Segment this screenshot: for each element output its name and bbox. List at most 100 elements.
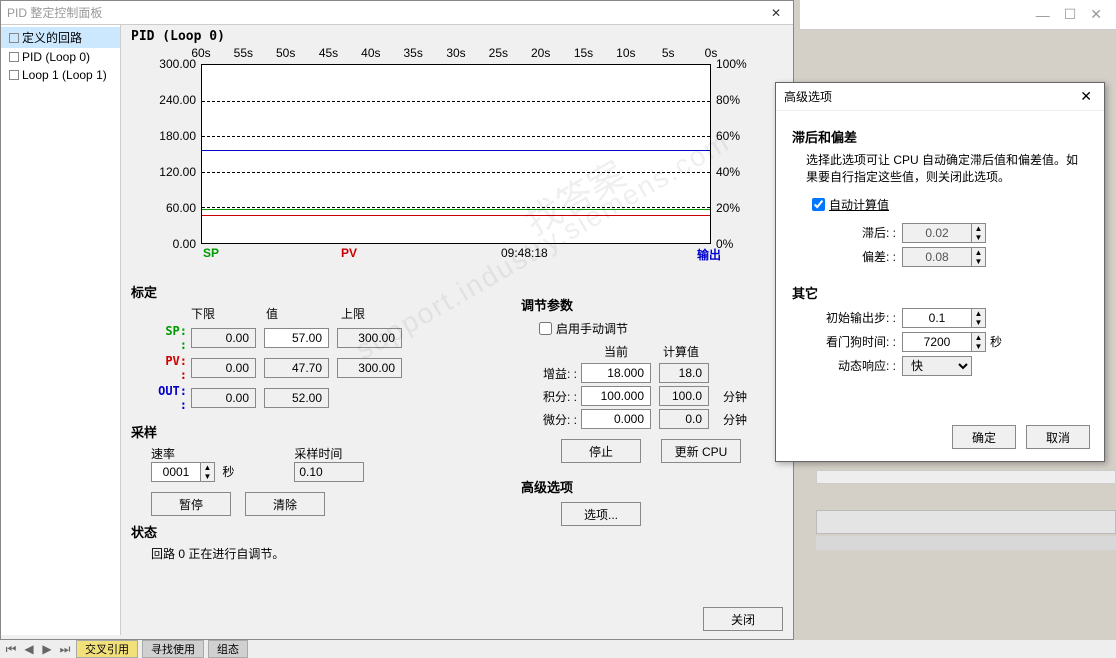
manual-tune-checkbox[interactable]: [539, 322, 552, 335]
auto-calc-label: 自动计算值: [829, 196, 889, 213]
lag-input: [902, 223, 972, 243]
pv-series-line: [202, 215, 710, 216]
status-text: 回路 0 正在进行自调节。: [151, 545, 783, 562]
adv-close-icon[interactable]: ✕: [1076, 88, 1096, 105]
gain-calc-input: [659, 363, 709, 383]
other-heading: 其它: [792, 283, 1088, 302]
y2-tick: 60%: [716, 129, 740, 143]
auto-calc-checkbox[interactable]: [812, 198, 825, 211]
gain-label: 增益: :: [521, 365, 581, 382]
spin-down-icon[interactable]: ▼: [201, 472, 214, 481]
y-tick: 180.00: [159, 129, 196, 143]
stop-button[interactable]: 停止: [561, 439, 641, 463]
spin-up-icon[interactable]: ▲: [972, 248, 985, 257]
y2-tick: 80%: [716, 93, 740, 107]
adv-options-title: 高级选项: [521, 477, 781, 496]
spin-up-icon[interactable]: ▲: [972, 333, 985, 342]
dynamic-response-select[interactable]: 快: [902, 356, 972, 376]
out-series-line: [202, 150, 710, 151]
footer-tab[interactable]: 交叉引用: [76, 640, 138, 658]
out-label: OUT: :: [151, 384, 191, 412]
options-button[interactable]: 选项...: [561, 502, 641, 526]
lag-deviation-desc: 选择此选项可让 CPU 自动确定滞后值和偏差值。如果要自行指定这些值，则关闭此选…: [806, 152, 1088, 186]
sp-lower-input[interactable]: [191, 328, 256, 348]
y-tick: 240.00: [159, 93, 196, 107]
sp-value-input[interactable]: [264, 328, 329, 348]
footer-tab-strip: ⏮ ◀ ▶ ⏭ 交叉引用 寻找使用 组态: [0, 640, 1116, 658]
tree-item-loop1[interactable]: Loop 1 (Loop 1): [1, 66, 120, 84]
y2-tick: 40%: [716, 165, 740, 179]
tuning-section: 调节参数 启用手动调节 当前 计算值 增益: : 积分: : 分钟 微分: [521, 295, 781, 526]
ok-button[interactable]: 确定: [952, 425, 1016, 449]
tree-item-label: Loop 1 (Loop 1): [22, 68, 107, 82]
pv-lower-input[interactable]: [191, 358, 256, 378]
tree-item-pid-loop0[interactable]: PID (Loop 0): [1, 48, 120, 66]
close-button[interactable]: 关闭: [703, 607, 783, 631]
tree-item-defined-loops[interactable]: 定义的回路: [1, 27, 120, 48]
spin-up-icon[interactable]: ▲: [972, 309, 985, 318]
tab-nav-last-icon[interactable]: ⏭: [58, 642, 72, 657]
footer-tab[interactable]: 组态: [208, 640, 248, 658]
x-tick: 15s: [574, 46, 593, 60]
cancel-button[interactable]: 取消: [1026, 425, 1090, 449]
sp-series-line: [202, 209, 710, 210]
bg-minimize-icon[interactable]: —: [1036, 7, 1050, 23]
chart-timestamp: 09:48:18: [501, 246, 548, 260]
rate-input[interactable]: [151, 462, 201, 482]
deriv-unit: 分钟: [723, 411, 747, 428]
spin-up-icon[interactable]: ▲: [972, 224, 985, 233]
clear-button[interactable]: 清除: [245, 492, 325, 516]
integ-current-input[interactable]: [581, 386, 651, 406]
dev-label: 偏差: :: [822, 248, 902, 265]
main-window-title: PID 整定控制面板: [7, 4, 102, 21]
update-cpu-button[interactable]: 更新 CPU: [661, 439, 741, 463]
trend-chart: 60s 55s 50s 45s 40s 35s 30s 25s 20s 15s …: [141, 46, 771, 276]
pause-button[interactable]: 暂停: [151, 492, 231, 516]
background-scrollbar: [816, 470, 1116, 484]
tab-nav-first-icon[interactable]: ⏮: [4, 642, 18, 657]
spin-down-icon[interactable]: ▼: [972, 318, 985, 327]
tuning-title: 调节参数: [521, 295, 781, 314]
deriv-current-input[interactable]: [581, 409, 651, 429]
col-value: 值: [266, 305, 341, 322]
init-step-input[interactable]: [902, 308, 972, 328]
rate-spinner[interactable]: ▲▼: [151, 462, 215, 482]
spin-down-icon[interactable]: ▼: [972, 342, 985, 351]
status-section: 状态 回路 0 正在进行自调节。: [131, 522, 783, 562]
sp-upper-input[interactable]: [337, 328, 402, 348]
background-panel: [816, 510, 1116, 534]
lag-deviation-heading: 滞后和偏差: [792, 127, 1088, 146]
tab-nav-next-icon[interactable]: ▶: [40, 642, 54, 656]
watchdog-input[interactable]: [902, 332, 972, 352]
watchdog-unit: 秒: [990, 333, 1002, 350]
pv-value-input[interactable]: [264, 358, 329, 378]
x-tick: 40s: [361, 46, 380, 60]
dynamic-label: 动态响应: :: [822, 357, 902, 374]
out-value-input[interactable]: [264, 388, 329, 408]
y-tick: 0.00: [173, 237, 196, 251]
x-tick: 30s: [446, 46, 465, 60]
pv-label: PV: :: [151, 354, 191, 382]
out-lower-input[interactable]: [191, 388, 256, 408]
deriv-calc-input: [659, 409, 709, 429]
pv-upper-input[interactable]: [337, 358, 402, 378]
tree-checkbox-icon: [9, 52, 19, 62]
integ-unit: 分钟: [723, 388, 747, 405]
manual-tune-label: 启用手动调节: [556, 320, 628, 337]
y-tick: 300.00: [159, 57, 196, 71]
y2-tick: 100%: [716, 57, 747, 71]
main-close-icon[interactable]: ✕: [765, 6, 787, 20]
x-tick: 55s: [234, 46, 253, 60]
integ-calc-input: [659, 386, 709, 406]
bg-maximize-icon[interactable]: ☐: [1064, 6, 1077, 23]
pid-tuning-panel-window: PID 整定控制面板 ✕ 定义的回路 PID (Loop 0) Loop 1 (…: [0, 0, 794, 640]
bg-close-icon[interactable]: ✕: [1090, 6, 1102, 23]
loop-tree: 定义的回路 PID (Loop 0) Loop 1 (Loop 1): [1, 25, 121, 635]
gain-current-input[interactable]: [581, 363, 651, 383]
footer-tab[interactable]: 寻找使用: [142, 640, 204, 658]
spin-down-icon[interactable]: ▼: [972, 257, 985, 266]
spin-down-icon[interactable]: ▼: [972, 233, 985, 242]
spin-up-icon[interactable]: ▲: [201, 463, 214, 472]
tab-nav-prev-icon[interactable]: ◀: [22, 642, 36, 656]
background-panel-2: [816, 536, 1116, 550]
